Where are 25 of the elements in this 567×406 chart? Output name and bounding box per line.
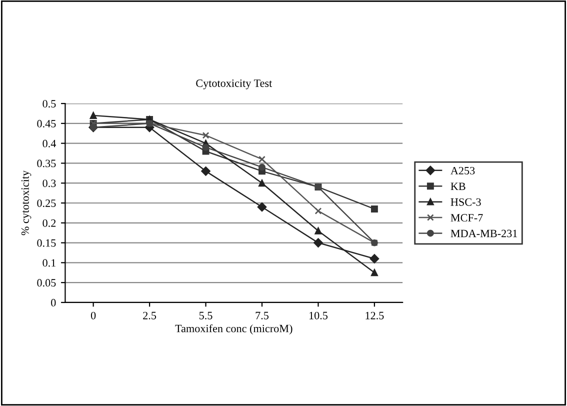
x-axis-title: Tamoxifen conc (microM) [175,324,292,335]
y-tick-label: 0.35 [37,160,56,168]
chart-title: Cytotoxicity Test [196,80,272,90]
legend-label: KB [450,182,466,190]
y-axis-title: % cytotoxicity [21,170,32,236]
y-tick-label: 0.2 [42,219,56,227]
legend-label: HSC-3 [450,198,481,206]
y-tick-label: 0.05 [37,279,56,287]
y-tick-label: 0.25 [37,199,56,208]
y-tick-label: 0.3 [42,180,56,188]
x-tick-label: 2.5 [143,312,156,320]
legend-label: MCF-7 [450,214,483,222]
x-tick-label: 10.5 [309,312,328,320]
legend-label: A253 [450,166,475,174]
y-tick-label: 0 [51,298,56,306]
x-tick-label: 5.5 [199,312,212,320]
y-tick-label: 0.15 [37,239,56,247]
legend-label: MDA-MB-231 [450,230,518,238]
y-tick-label: 0.45 [37,120,56,128]
x-tick-label: 12.5 [366,312,384,320]
y-tick-label: 0.5 [42,100,56,108]
y-tick-label: 0.4 [42,140,56,148]
x-tick-label: 0 [90,312,96,320]
x-tick-label: 7.5 [256,312,269,320]
y-tick-label: 0.1 [42,259,56,267]
